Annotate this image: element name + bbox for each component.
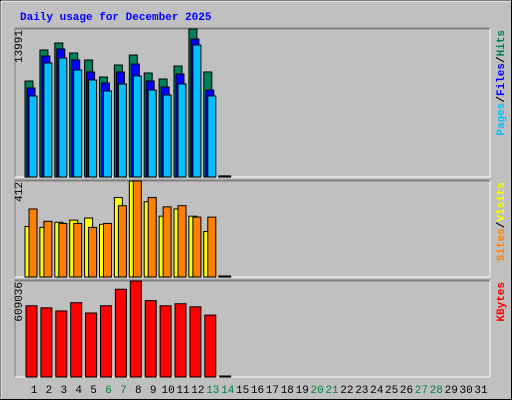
bar	[132, 75, 142, 178]
x-tick-label: 22	[340, 385, 353, 397]
legend-entry: Files	[496, 63, 508, 96]
x-tick-label: 6	[105, 385, 112, 397]
x-tick-label: 18	[281, 385, 294, 397]
legend-separator: /	[496, 56, 508, 63]
legend: KBytes	[496, 282, 508, 322]
x-tick-label: 5	[90, 385, 97, 397]
bar	[85, 312, 98, 378]
x-tick-label: 10	[161, 385, 174, 397]
x-tick-label: 7	[120, 385, 127, 397]
bar	[28, 95, 38, 178]
bar	[207, 95, 217, 178]
legend-entry: Sites	[496, 228, 508, 261]
bar	[189, 306, 202, 378]
x-tick-label: 26	[400, 385, 413, 397]
bar	[40, 307, 53, 378]
bar	[177, 205, 187, 278]
bar	[114, 288, 127, 378]
x-tick-label: 28	[430, 385, 443, 397]
bar	[88, 226, 98, 278]
bar	[192, 216, 202, 278]
bar	[144, 300, 157, 378]
legend: Pages/Files/Hits	[496, 30, 508, 136]
bar	[162, 206, 172, 278]
chart-title: Daily usage for December 2025	[20, 12, 212, 24]
x-tick-label: 17	[266, 385, 279, 397]
bar	[58, 222, 68, 278]
bar	[129, 280, 142, 378]
x-tick-label: 24	[370, 385, 384, 397]
bar	[55, 310, 68, 378]
bar	[147, 197, 157, 278]
x-tick-label: 30	[459, 385, 472, 397]
legend-separator: /	[496, 96, 508, 103]
x-tick-label: 21	[325, 385, 339, 397]
x-tick-label: 1	[31, 385, 38, 397]
y-tick-label: 412	[14, 182, 26, 202]
bar	[117, 83, 127, 178]
x-tick-label: 23	[355, 385, 368, 397]
bar	[58, 57, 68, 178]
bar	[174, 303, 187, 378]
legend-separator: /	[496, 221, 508, 228]
legend-entry: KBytes	[496, 282, 508, 322]
legend-entry: Hits	[496, 30, 508, 56]
x-tick-label: 2	[46, 385, 53, 397]
legend-entry: Visits	[496, 182, 508, 222]
x-tick-label: 4	[75, 385, 82, 397]
bar	[159, 305, 172, 378]
y-tick-label: 13991	[14, 30, 26, 63]
x-tick-label: 20	[310, 385, 323, 397]
bar	[25, 305, 38, 378]
x-tick-label: 8	[135, 385, 142, 397]
x-tick-label: 9	[150, 385, 157, 397]
x-tick-label: 31	[474, 385, 488, 397]
x-tick-label: 27	[415, 385, 428, 397]
bar	[73, 69, 83, 178]
bar	[204, 314, 217, 378]
x-tick-label: 3	[60, 385, 67, 397]
bar	[28, 208, 38, 278]
bar	[103, 90, 112, 178]
legend-entry: Pages	[496, 103, 508, 136]
bar	[147, 89, 157, 178]
x-tick-label: 19	[296, 385, 309, 397]
x-tick-label: 13	[206, 385, 219, 397]
bar	[43, 62, 53, 178]
bar	[100, 305, 112, 378]
bar	[162, 94, 172, 178]
bar	[222, 175, 232, 178]
bar	[117, 205, 127, 278]
x-tick-label: 11	[176, 385, 190, 397]
bar	[219, 375, 232, 378]
bar	[88, 79, 98, 178]
x-tick-label: 16	[251, 385, 264, 397]
bar	[103, 222, 112, 278]
bar	[43, 220, 53, 278]
bar	[222, 275, 232, 278]
bar	[177, 83, 187, 178]
bar	[132, 180, 142, 278]
bar	[207, 216, 217, 278]
bar	[192, 44, 202, 178]
legend: Sites/Visits	[496, 182, 508, 261]
x-tick-label: 25	[385, 385, 398, 397]
x-tick-label: 15	[236, 385, 249, 397]
x-tick-label: 14	[221, 385, 235, 397]
bar	[73, 222, 83, 278]
y-tick-label: 609036	[14, 282, 26, 322]
x-tick-label: 29	[445, 385, 458, 397]
x-tick-label: 12	[191, 385, 204, 397]
bar	[70, 302, 83, 378]
